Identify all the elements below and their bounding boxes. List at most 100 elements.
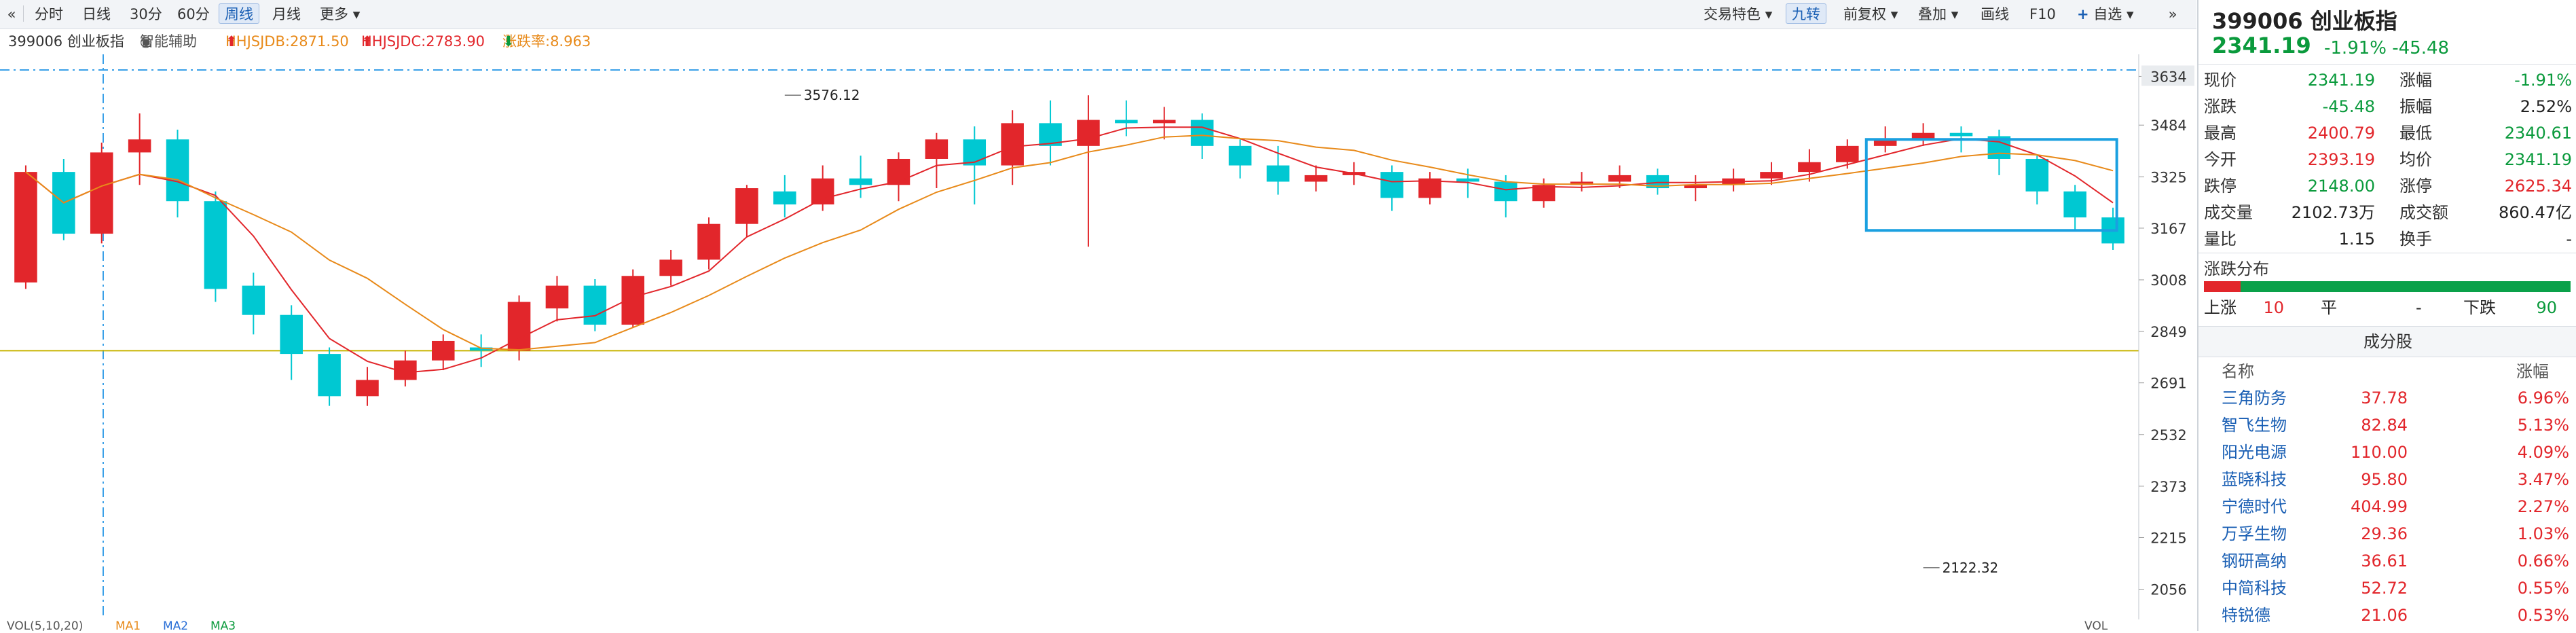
- candle-body: [356, 380, 379, 397]
- candle-body: [469, 347, 493, 351]
- current-price: 2341.19: [2212, 33, 2311, 58]
- stock-title: 399006 创业板指: [2212, 8, 2397, 34]
- tab-daily[interactable]: 日线: [82, 6, 111, 22]
- constituent-row[interactable]: 万孚生物 29.36 1.03%: [2198, 520, 2576, 547]
- toolbar-divider: [23, 5, 24, 22]
- constituent-row[interactable]: 阳光电源 110.00 4.09%: [2198, 439, 2576, 466]
- ma3-label: MA3: [210, 619, 236, 633]
- tab-60min[interactable]: 60分: [177, 6, 210, 22]
- constituent-name[interactable]: 三角防务: [2222, 388, 2287, 408]
- col-header-pct: 涨幅: [2516, 362, 2549, 381]
- vol-label: VOL(5,10,20): [7, 619, 84, 633]
- quote-label: 涨停: [2399, 177, 2432, 196]
- constituent-name[interactable]: 宁德时代: [2222, 497, 2287, 516]
- quote-label: 涨跌: [2204, 97, 2237, 116]
- trade-feature-button[interactable]: 交易特色 ▾: [1697, 3, 1778, 24]
- fuquan-button[interactable]: 前复权 ▾: [1837, 3, 1904, 24]
- constituent-name[interactable]: 蓝晓科技: [2222, 470, 2287, 489]
- quote-label: 量比: [2204, 230, 2237, 249]
- constituent-name[interactable]: 万孚生物: [2222, 524, 2287, 543]
- constituent-name[interactable]: 阳光电源: [2222, 443, 2287, 462]
- candle-body: [811, 178, 834, 204]
- tab-fenshi[interactable]: 分时: [35, 6, 63, 22]
- fuquan-label: 前复权: [1843, 6, 1886, 22]
- constituent-row[interactable]: 蓝晓科技 95.80 3.47%: [2198, 466, 2576, 493]
- zhanglv-text: 涨跌率:8.963: [502, 33, 591, 50]
- tab-30min[interactable]: 30分: [130, 6, 162, 22]
- candle-body: [887, 158, 910, 185]
- candle-body: [280, 314, 303, 355]
- tab-more[interactable]: 更多 ▾: [314, 3, 366, 24]
- ma-short-line: [25, 126, 2114, 374]
- tab-more-label: 更多: [320, 6, 348, 22]
- candle-body: [242, 285, 265, 315]
- tab-monthly[interactable]: 月线: [272, 6, 301, 22]
- candle-body: [659, 259, 682, 276]
- candle-body: [2025, 158, 2049, 192]
- constituent-name[interactable]: 中简科技: [2222, 579, 2287, 598]
- tab-weekly[interactable]: 周线: [219, 3, 259, 24]
- candle-body: [204, 201, 227, 289]
- quote-row: 量比 1.15 换手 -: [2198, 225, 2576, 253]
- constituent-row[interactable]: 宁德时代 404.99 2.27%: [2198, 493, 2576, 520]
- candle-body: [318, 354, 341, 397]
- ma-long-line: [25, 134, 2114, 351]
- candle-body: [1911, 132, 1935, 140]
- drawline-button[interactable]: 画线: [1981, 6, 2009, 22]
- add-watchlist-button[interactable]: + 自选 ▾: [2071, 3, 2140, 24]
- constituent-row[interactable]: 特锐德 21.06 0.53%: [2198, 602, 2576, 629]
- constituent-price: 82.84: [2361, 416, 2408, 435]
- f10-button[interactable]: F10: [2029, 6, 2056, 22]
- collapse-icon[interactable]: «: [7, 6, 16, 22]
- candle-body: [963, 139, 987, 166]
- quote-row: 成交量 2102.73万 成交额 860.47亿: [2198, 199, 2576, 226]
- candle-body: [1266, 165, 1290, 182]
- flat-label: 平: [2321, 298, 2337, 317]
- constituent-name[interactable]: 钢研高纳: [2222, 551, 2287, 571]
- period-toolbar: « 分时 日线 30分 60分 周线 月线 更多 ▾ 交易特色 ▾ 九转 前复权…: [0, 0, 2196, 29]
- selection-box: [1864, 138, 2118, 232]
- weekly-candlestick-chart[interactable]: 3576.12 2122.32 3634 3484 3325 3167 3008 2849 2…: [0, 54, 2196, 619]
- quote-value: 2625.34: [2504, 177, 2572, 196]
- candle-body: [583, 285, 607, 325]
- price-tick-label: 2056: [2150, 582, 2186, 598]
- chart-grid: [0, 54, 2139, 619]
- constituent-price: 95.80: [2361, 470, 2408, 489]
- chevron-down-icon: ▾: [1890, 6, 1898, 22]
- candle-body: [1949, 132, 1973, 137]
- candle-body: [1798, 162, 1821, 173]
- candle-body: [1570, 181, 1594, 185]
- quote-label: 振幅: [2399, 97, 2432, 116]
- jiuzhuan-button[interactable]: 九转: [1786, 3, 1826, 24]
- quote-row: 涨跌 -45.48 振幅 2.52%: [2198, 93, 2576, 120]
- constituent-name[interactable]: 特锐德: [2222, 606, 2270, 625]
- divider: [2198, 64, 2576, 65]
- constituent-name[interactable]: 智飞生物: [2222, 416, 2287, 435]
- candle-body: [925, 139, 949, 159]
- ma2-label: MA2: [163, 619, 189, 633]
- candle-body: [166, 139, 189, 202]
- constituent-pct: 5.13%: [2517, 416, 2569, 435]
- candle-body: [432, 340, 455, 361]
- price-tick-label: 2215: [2150, 530, 2186, 546]
- chevron-down-icon: ▾: [1951, 6, 1959, 22]
- quote-value: 2148.00: [2307, 177, 2375, 196]
- constituent-row[interactable]: 三角防务 37.78 6.96%: [2198, 384, 2576, 412]
- candle-body: [697, 223, 720, 260]
- quote-value: 2341.19: [2504, 150, 2572, 169]
- quote-value: 2400.79: [2307, 124, 2375, 143]
- quote-row: 跌停 2148.00 涨停 2625.34: [2198, 173, 2576, 200]
- constituent-row[interactable]: 钢研高纳 36.61 0.66%: [2198, 547, 2576, 575]
- constituent-price: 29.36: [2361, 524, 2408, 543]
- quote-value: 1.15: [2338, 230, 2375, 249]
- expand-panel-icon[interactable]: »: [2168, 6, 2177, 22]
- constituent-row[interactable]: 中简科技 52.72 0.55%: [2198, 575, 2576, 602]
- overlay-button[interactable]: 叠加 ▾: [1912, 3, 1964, 24]
- up-count: 上涨 10: [2204, 296, 2284, 319]
- constituent-pct: 0.66%: [2517, 551, 2569, 571]
- price-change: -1.91% -45.48: [2324, 38, 2450, 58]
- price-tick-label: 2849: [2150, 324, 2186, 340]
- candle-body: [1684, 185, 1707, 189]
- quote-row: 现价 2341.19 涨幅 -1.91%: [2198, 67, 2576, 94]
- constituent-row[interactable]: 智飞生物 82.84 5.13%: [2198, 412, 2576, 439]
